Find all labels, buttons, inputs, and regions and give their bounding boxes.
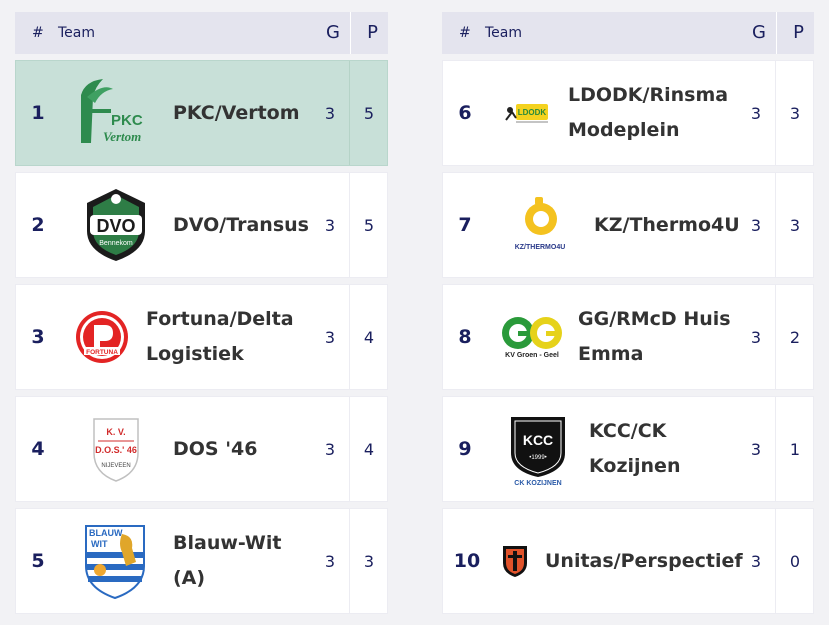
row-rank: 2 [31,214,45,236]
row-rank: 9 [458,438,472,460]
svg-text:KZ/THERMO4U: KZ/THERMO4U [515,244,566,251]
table-row[interactable]: 1 PKC Vertom PKC/Vertom 3 5 [15,60,388,166]
team-name[interactable]: LDODK/Rinsma Modeplein [568,84,729,141]
table-row[interactable]: 8 KV Groen - Geel GG/RMcD Huis Emma 3 2 [442,284,814,390]
team-name[interactable]: DOS '46 [173,437,258,460]
table-header: # Team G P [442,12,814,54]
svg-text:LDODK: LDODK [518,108,547,117]
team-name[interactable]: GG/RMcD Huis Emma [578,308,731,365]
team-name[interactable]: PKC/Vertom [173,101,300,124]
kcc-logo-icon: KCC •1999• CK KOZIJNEN [503,397,573,501]
row-rank: 3 [31,326,45,348]
games-played: 3 [324,215,336,235]
svg-text:DVO: DVO [96,216,135,236]
team-name[interactable]: DVO/Transus [173,213,309,236]
games-played: 3 [750,215,762,235]
standings-right: # Team G P 6 LDODK LDODK/Rinsma Modeplei… [442,12,814,614]
row-rank: 8 [458,326,472,348]
team-name[interactable]: Fortuna/Delta Logistiek [146,308,294,365]
header-games: G [326,22,340,43]
games-played: 3 [750,551,762,571]
header-rank: # [459,25,471,41]
games-played: 3 [324,551,336,571]
svg-text:D.O.S.' 46: D.O.S.' 46 [95,445,137,455]
points: 4 [363,439,375,459]
points: 2 [789,327,801,347]
standings-left: # Team G P 1 PKC Vertom PKC/Vertom 3 5 2 [15,12,388,614]
svg-text:WIT: WIT [91,539,108,549]
points: 3 [363,551,375,571]
header-points: P [793,22,804,43]
svg-text:FORTUNA: FORTUNA [86,349,118,356]
unitas-logo-icon [499,509,531,613]
table-row[interactable]: 4 K. V. D.O.S.' 46 NIJEVEEN DOS '46 3 4 [15,396,388,502]
points: 3 [789,215,801,235]
svg-text:Vertom: Vertom [103,129,141,144]
svg-text:KCC: KCC [523,432,553,448]
svg-text:K. V.: K. V. [106,427,125,437]
row-rank: 10 [453,550,481,572]
table-row[interactable]: 3 FORTUNA Fortuna/Delta Logistiek 3 4 [15,284,388,390]
points: 4 [363,327,375,347]
games-played: 3 [750,103,762,123]
points: 1 [789,439,801,459]
table-row[interactable]: 10 Unitas/Perspectief 3 0 [442,508,814,614]
kv-groen-geel-logo-icon: KV Groen - Geel [499,285,565,389]
table-row[interactable]: 6 LDODK LDODK/Rinsma Modeplein 3 3 [442,60,814,166]
points: 5 [363,103,375,123]
header-rank: # [32,25,44,41]
row-rank: 6 [458,102,472,124]
row-rank: 5 [31,550,45,572]
dos46-logo-icon: K. V. D.O.S.' 46 NIJEVEEN [86,397,146,501]
row-rank: 1 [31,102,45,124]
games-played: 3 [324,103,336,123]
kz-thermo4u-logo-icon: KZ/THERMO4U [507,173,573,277]
team-name[interactable]: Blauw-Wit (A) [173,532,282,589]
svg-text:CK KOZIJNEN: CK KOZIJNEN [514,480,561,487]
pkc-vertom-logo-icon: PKC Vertom [73,61,161,165]
games-played: 3 [750,327,762,347]
header-games: G [752,22,766,43]
team-name[interactable]: KCC/CK Kozijnen [589,420,681,477]
svg-text:•1999•: •1999• [529,455,547,461]
header-team: Team [485,25,523,41]
row-rank: 7 [458,214,472,236]
points: 3 [789,103,801,123]
blauw-wit-logo-icon: BLAUW WIT [80,509,150,613]
points: 0 [789,551,801,571]
table-row[interactable]: 7 KZ/THERMO4U KZ/Thermo4U 3 3 [442,172,814,278]
fortuna-logo-icon: FORTUNA [72,285,132,389]
points: 5 [363,215,375,235]
ldodk-logo-icon: LDODK [503,61,551,165]
dvo-logo-icon: DVO Bennekom [78,173,154,277]
table-row[interactable]: 5 BLAUW WIT Blauw-Wit (A) 3 3 [15,508,388,614]
svg-text:KV Groen - Geel: KV Groen - Geel [505,352,559,359]
games-played: 3 [324,439,336,459]
header-team: Team [58,25,96,41]
svg-text:BLAUW: BLAUW [89,528,123,538]
svg-text:NIJEVEEN: NIJEVEEN [101,463,130,469]
table-row[interactable]: 2 DVO Bennekom DVO/Transus 3 5 [15,172,388,278]
header-points: P [367,22,378,43]
row-rank: 4 [31,438,45,460]
games-played: 3 [750,439,762,459]
svg-text:PKC: PKC [111,112,143,129]
svg-text:Bennekom: Bennekom [99,240,133,247]
team-name[interactable]: Unitas/Perspectief [545,549,743,572]
table-row[interactable]: 9 KCC •1999• CK KOZIJNEN KCC/CK Kozijnen… [442,396,814,502]
games-played: 3 [324,327,336,347]
team-name[interactable]: KZ/Thermo4U [594,213,740,236]
table-header: # Team G P [15,12,388,54]
